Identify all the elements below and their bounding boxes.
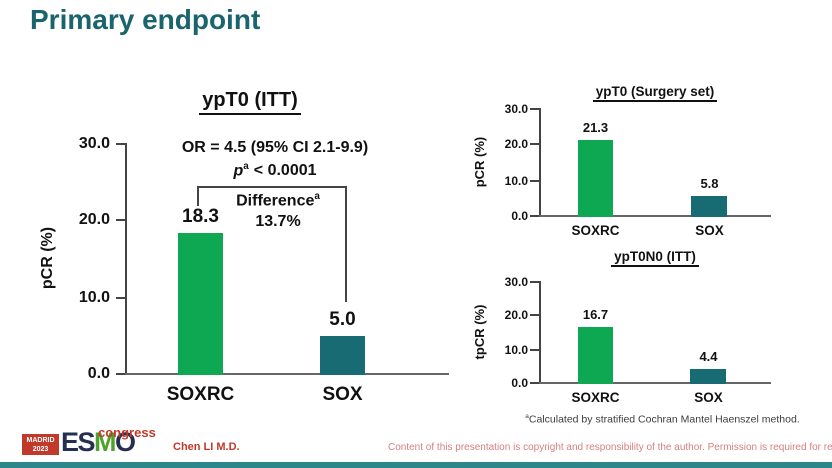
surgery-chart-plot: 30.0 20.0 10.0 0.0 21.3 5.8 SOXRC SOX xyxy=(505,102,771,238)
bottom-accent-bar xyxy=(0,462,832,468)
esmo-congress-logo: MADRID 2023 ESMO congress xyxy=(22,425,156,463)
y-tick-label: 30.0 xyxy=(78,135,110,152)
copyright-notice: Content of this presentation is copyrigh… xyxy=(388,442,832,453)
odds-ratio-annotation: OR = 4.5 (95% CI 2.1-9.9) xyxy=(181,139,369,156)
p-value-annotation: pa < 0.0001 xyxy=(150,161,400,180)
main-x-axis xyxy=(125,373,449,375)
y-tick-label: 0.0 xyxy=(511,376,528,390)
x-label-sox: SOX xyxy=(322,384,363,405)
footnote-text: Calculated by stratified Cochran Mantel … xyxy=(528,413,800,426)
p-superscript: a xyxy=(243,161,249,172)
bar-value-soxrc: 16.7 xyxy=(582,306,609,322)
x-label-soxrc: SOXRC xyxy=(571,223,620,238)
x-label-sox: SOX xyxy=(694,390,723,405)
ypt0n0-y-axis-label: tpCR (%) xyxy=(472,304,487,360)
bar-sox xyxy=(320,336,365,375)
comparison-bracket-right xyxy=(345,186,347,302)
presenter-name: Chen LI M.D. xyxy=(173,441,240,453)
y-tick-label: 20.0 xyxy=(504,308,528,323)
y-tick xyxy=(530,143,539,146)
main-chart-title: ypT0 (ITT) xyxy=(199,89,301,115)
esmo-letter: S xyxy=(77,427,96,457)
y-tick-label: 20.0 xyxy=(78,211,110,229)
ypt0n0-y-axis xyxy=(539,281,541,384)
page-title: Primary endpoint xyxy=(30,4,261,35)
logo-year: 2023 xyxy=(32,445,49,453)
logo-location: MADRID xyxy=(26,437,55,444)
y-tick xyxy=(530,382,539,384)
ypt0n0-chart-title: ypT0N0 (ITT) xyxy=(611,249,699,267)
main-chart-plot: 30.0 20.0 10.0 0.0 18.3 5.0 SOXRC SOX xyxy=(79,135,449,405)
esmo-wordmark: ESMO xyxy=(61,427,136,458)
bar-soxrc xyxy=(578,139,613,217)
bar-soxrc xyxy=(178,233,223,375)
main-chart-title-wrap: ypT0 (ITT) xyxy=(130,89,370,115)
p-symbol: p xyxy=(233,162,244,180)
y-tick xyxy=(530,314,539,317)
y-tick xyxy=(530,281,539,283)
surgery-y-axis xyxy=(539,108,541,217)
x-label-soxrc: SOXRC xyxy=(571,390,620,405)
y-tick-label: 10.0 xyxy=(504,173,528,188)
y-tick-label: 0.0 xyxy=(87,365,110,382)
congress-wordmark: congress xyxy=(98,425,156,440)
comparison-bracket-top xyxy=(197,186,347,188)
bar-value-sox: 5.0 xyxy=(329,309,356,331)
x-label-sox: SOX xyxy=(695,223,724,238)
p-value-text: < 0.0001 xyxy=(253,162,317,180)
y-tick xyxy=(530,108,539,110)
y-tick-label: 10.0 xyxy=(78,288,110,306)
y-tick-label: 20.0 xyxy=(504,137,528,152)
y-tick xyxy=(116,143,125,145)
difference-value: 13.7% xyxy=(255,213,301,230)
y-tick xyxy=(530,179,539,182)
surgery-x-axis xyxy=(539,215,771,217)
bar-value-soxrc: 21.3 xyxy=(582,119,609,135)
bar-sox xyxy=(690,368,726,384)
footnote: aCalculated by stratified Cochran Mantel… xyxy=(495,413,830,426)
y-tick xyxy=(116,373,125,375)
esmo-letter: O xyxy=(115,427,136,457)
esmo-letter: M xyxy=(94,427,117,457)
bar-value-sox: 5.8 xyxy=(700,175,719,191)
y-tick xyxy=(530,348,539,351)
x-label-soxrc: SOXRC xyxy=(166,384,235,405)
difference-text: Difference xyxy=(236,192,315,210)
y-tick-label: 30.0 xyxy=(504,102,528,116)
bar-value-soxrc: 18.3 xyxy=(182,206,219,228)
y-tick-label: 30.0 xyxy=(504,275,528,289)
y-tick xyxy=(530,215,539,217)
y-tick-label: 0.0 xyxy=(511,209,528,223)
surgery-y-axis-label: pCR (%) xyxy=(472,136,487,188)
bar-soxrc xyxy=(578,326,613,384)
y-tick-label: 10.0 xyxy=(504,342,528,357)
ypt0n0-x-axis xyxy=(539,382,771,384)
ypt0n0-chart-title-wrap: ypT0N0 (ITT) xyxy=(510,248,800,267)
esmo-letter: E xyxy=(61,427,79,457)
surgery-chart-title-wrap: ypT0 (Surgery set) xyxy=(510,83,800,102)
difference-label: Differencea xyxy=(213,191,343,210)
comparison-bracket-left xyxy=(197,186,199,206)
surgery-chart-title: ypT0 (Surgery set) xyxy=(592,84,718,102)
main-y-axis xyxy=(125,143,127,375)
footnote-superscript: a xyxy=(525,413,529,420)
bar-sox xyxy=(691,195,727,217)
bar-value-sox: 4.4 xyxy=(699,348,718,364)
y-tick xyxy=(116,296,125,299)
madrid-2023-badge: MADRID 2023 xyxy=(22,434,59,455)
y-tick xyxy=(116,219,125,222)
difference-superscript: a xyxy=(314,191,320,202)
ypt0n0-chart-plot: 30.0 20.0 10.0 0.0 16.7 4.4 SOXRC SOX xyxy=(505,275,771,405)
